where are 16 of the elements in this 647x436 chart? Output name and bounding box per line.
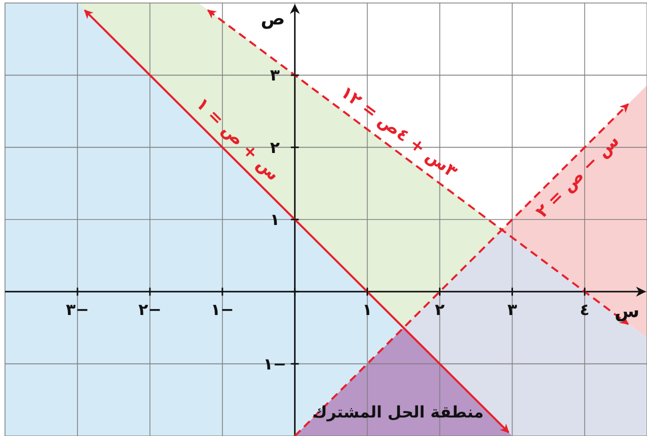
x-tick-label: ٢	[434, 300, 445, 320]
y-axis-title: ص	[260, 8, 285, 30]
y-tick-label: ١	[270, 210, 280, 229]
annotation: ٣س + ٤ص = ١٢	[336, 82, 462, 183]
x-axis-title: س	[614, 301, 640, 322]
x-tick-label: −٣	[66, 300, 90, 320]
x-tick-label: ٤	[580, 300, 590, 320]
x-tick-label: −١	[210, 300, 234, 320]
x-tick-label: ١	[362, 300, 372, 320]
annotation: منطقة الحل المشترك	[312, 402, 484, 422]
y-tick-label: ٣	[270, 66, 280, 85]
y-tick-label: ٢	[270, 138, 280, 157]
x-tick-label: −٢	[138, 300, 162, 320]
y-tick-label: −١	[263, 354, 286, 374]
annotation: س − ص = ٢	[532, 131, 624, 222]
x-tick-label: ٣	[507, 300, 518, 320]
